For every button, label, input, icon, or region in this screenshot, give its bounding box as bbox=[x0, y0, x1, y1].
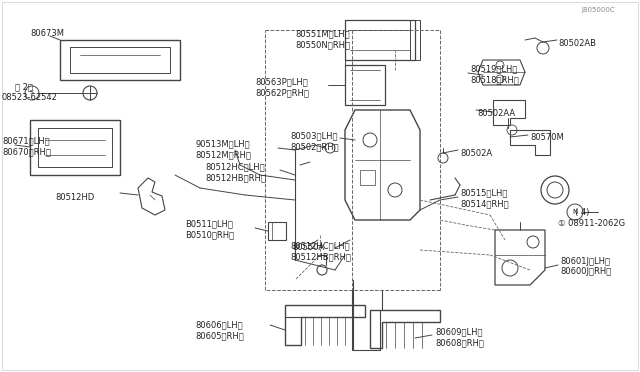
Text: J805000C: J805000C bbox=[581, 7, 615, 13]
Text: 80512HC〈LH〉: 80512HC〈LH〉 bbox=[290, 241, 349, 250]
Text: 08523-62542: 08523-62542 bbox=[2, 93, 58, 103]
Text: 80512M〈RH〉: 80512M〈RH〉 bbox=[195, 151, 251, 160]
Text: 80514〈RH〉: 80514〈RH〉 bbox=[460, 199, 509, 208]
Text: 80601J〈LH〉: 80601J〈LH〉 bbox=[560, 257, 610, 266]
Text: 80502AA: 80502AA bbox=[477, 109, 515, 118]
Text: 80671〈LH〉: 80671〈LH〉 bbox=[2, 137, 50, 145]
Text: 80512HC〈LH〉: 80512HC〈LH〉 bbox=[205, 163, 264, 171]
Text: ( 4): ( 4) bbox=[575, 208, 589, 218]
Text: 80605〈RH〉: 80605〈RH〉 bbox=[195, 331, 244, 340]
Text: 80550N〈RH〉: 80550N〈RH〉 bbox=[295, 41, 350, 49]
Text: 80550A: 80550A bbox=[292, 244, 324, 253]
Text: 80519〈LH〉: 80519〈LH〉 bbox=[470, 64, 517, 74]
Text: 80570M: 80570M bbox=[530, 134, 564, 142]
Text: ① 08911-2062G: ① 08911-2062G bbox=[558, 219, 625, 228]
Text: 80609〈LH〉: 80609〈LH〉 bbox=[435, 327, 483, 337]
Text: 80608〈RH〉: 80608〈RH〉 bbox=[435, 339, 484, 347]
Text: N: N bbox=[572, 209, 578, 215]
Text: 90513M〈LH〉: 90513M〈LH〉 bbox=[195, 140, 250, 148]
Text: B0511〈LH〉: B0511〈LH〉 bbox=[185, 219, 233, 228]
Text: 80563P〈LH〉: 80563P〈LH〉 bbox=[255, 77, 308, 87]
Text: 80606〈LH〉: 80606〈LH〉 bbox=[195, 321, 243, 330]
Text: B0510〈RH〉: B0510〈RH〉 bbox=[185, 231, 234, 240]
Text: 80515〈LH〉: 80515〈LH〉 bbox=[460, 189, 508, 198]
Text: 80551M〈LH〉: 80551M〈LH〉 bbox=[295, 29, 349, 38]
Text: 80562P〈RH〉: 80562P〈RH〉 bbox=[255, 89, 309, 97]
Text: S: S bbox=[30, 90, 34, 96]
Text: 80512HB〈RH〉: 80512HB〈RH〉 bbox=[290, 253, 351, 262]
Text: 80512HB〈RH〉: 80512HB〈RH〉 bbox=[205, 173, 266, 183]
Text: 80518〈RH〉: 80518〈RH〉 bbox=[470, 76, 519, 84]
Text: 80670〈RH〉: 80670〈RH〉 bbox=[2, 148, 51, 157]
Text: 80673M: 80673M bbox=[30, 29, 64, 38]
Text: 80502A: 80502A bbox=[460, 148, 492, 157]
Text: 80600J〈RH〉: 80600J〈RH〉 bbox=[560, 267, 611, 276]
Text: 80502〈RH〉: 80502〈RH〉 bbox=[290, 142, 339, 151]
Text: 80512HD: 80512HD bbox=[55, 192, 94, 202]
Text: 80503〈LH〉: 80503〈LH〉 bbox=[290, 131, 337, 141]
Text: 〈 2〉: 〈 2〉 bbox=[15, 83, 33, 92]
Text: 80502AB: 80502AB bbox=[558, 38, 596, 48]
